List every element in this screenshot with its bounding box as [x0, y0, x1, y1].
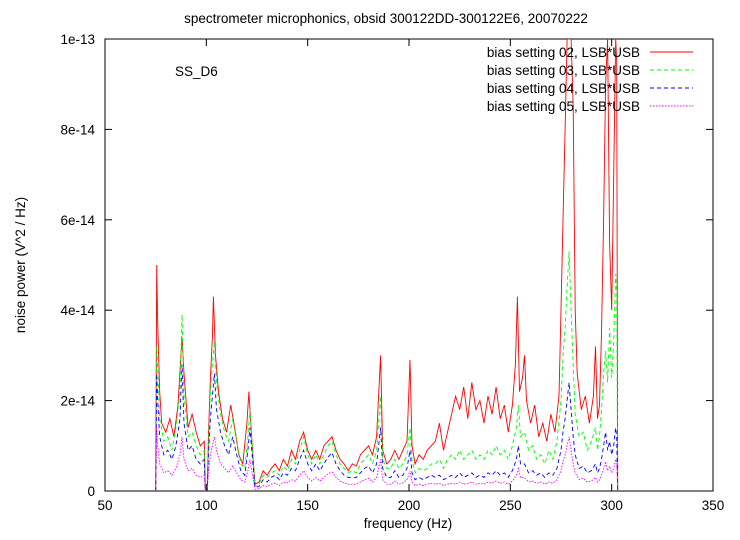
legend-label-4: bias setting 05, LSB*USB — [487, 99, 640, 114]
y-axis-label: noise power (V^2 / Hz) — [13, 197, 28, 333]
y-tick-label: 1e-13 — [60, 32, 95, 47]
legend-label-3: bias setting 04, LSB*USB — [487, 81, 640, 96]
x-tick-label: 200 — [398, 498, 421, 513]
legend: bias setting 02, LSB*USB bias setting 03,… — [487, 45, 693, 114]
x-tick-label: 300 — [600, 498, 623, 513]
x-tick-label: 50 — [97, 498, 112, 513]
series-line-2 — [155, 251, 619, 491]
series-line-1 — [155, 39, 619, 491]
x-axis-label: frequency (Hz) — [364, 516, 453, 531]
x-tick-label: 350 — [702, 498, 725, 513]
y-tick-label: 8e-14 — [60, 122, 95, 137]
y-tick-label: 2e-14 — [60, 394, 95, 409]
y-tick-label: 6e-14 — [60, 213, 95, 228]
plot-area — [155, 39, 619, 491]
series-line-3 — [155, 364, 619, 491]
x-tick-label: 150 — [296, 498, 319, 513]
chart-title: spectrometer microphonics, obsid 300122D… — [184, 11, 588, 26]
series-line-4 — [155, 427, 619, 491]
y-tick-label: 0 — [87, 484, 95, 499]
legend-label-2: bias setting 03, LSB*USB — [487, 63, 640, 78]
x-tick-label: 100 — [195, 498, 218, 513]
chart-annotation: SS_D6 — [175, 64, 218, 79]
legend-label-1: bias setting 02, LSB*USB — [487, 45, 640, 60]
axes: 50 100 150 200 250 300 350 0 2e-14 4e-14 6e-14 8e-1… — [60, 32, 724, 513]
y-tick-label: 4e-14 — [60, 303, 95, 318]
x-tick-label: 250 — [499, 498, 522, 513]
